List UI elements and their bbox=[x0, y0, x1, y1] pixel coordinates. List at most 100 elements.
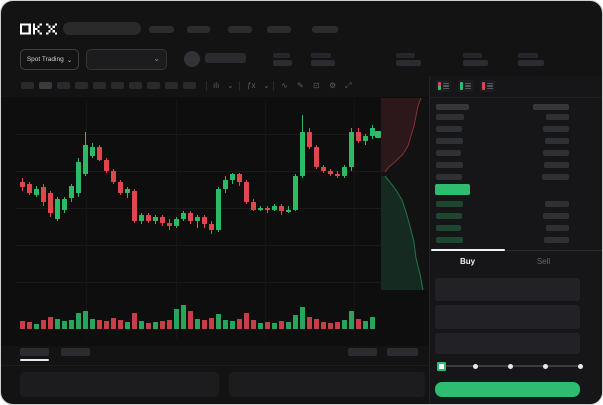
interval-button[interactable] bbox=[111, 82, 124, 89]
depth-chart[interactable] bbox=[381, 97, 429, 291]
interval-button[interactable] bbox=[147, 82, 160, 89]
ask-price-placeholder[interactable] bbox=[436, 150, 461, 156]
candle bbox=[321, 167, 326, 171]
interval-button[interactable] bbox=[75, 82, 88, 89]
gridline bbox=[16, 134, 381, 135]
nav-item[interactable] bbox=[267, 26, 291, 33]
slider-handle[interactable] bbox=[437, 362, 446, 371]
candle-type-icon[interactable]: ılı bbox=[213, 81, 220, 90]
slider-stop[interactable] bbox=[508, 364, 513, 369]
line-style-icon[interactable]: ∿ bbox=[281, 81, 288, 90]
candle bbox=[300, 131, 305, 177]
interval-button[interactable] bbox=[129, 82, 142, 89]
pair-selector-dropdown[interactable]: ⌄ bbox=[86, 49, 167, 70]
candle bbox=[216, 189, 221, 230]
slider-stop[interactable] bbox=[473, 364, 478, 369]
candle bbox=[146, 215, 151, 221]
interval-button[interactable] bbox=[57, 82, 70, 89]
ask-price-placeholder[interactable] bbox=[436, 126, 462, 132]
nav-item[interactable] bbox=[228, 26, 252, 33]
market-type-dropdown[interactable]: Spot Trading ⌄ bbox=[20, 49, 79, 70]
candle bbox=[363, 135, 368, 142]
book-both-icon[interactable] bbox=[436, 80, 451, 92]
interval-button[interactable] bbox=[183, 82, 196, 89]
volume-bar bbox=[69, 320, 74, 329]
candle bbox=[153, 217, 158, 221]
ask-price-placeholder[interactable] bbox=[436, 162, 463, 168]
order-input-field[interactable] bbox=[435, 305, 580, 329]
okx-logo[interactable] bbox=[20, 23, 57, 35]
bid-price-placeholder[interactable] bbox=[436, 237, 463, 243]
orders-action[interactable] bbox=[387, 348, 418, 356]
volume-bar bbox=[174, 309, 179, 329]
interval-button[interactable] bbox=[93, 82, 106, 89]
book-bids-icon[interactable] bbox=[458, 80, 473, 92]
interval-button[interactable] bbox=[165, 82, 178, 89]
orders-tab[interactable] bbox=[20, 348, 49, 356]
candle bbox=[62, 198, 67, 210]
candle bbox=[55, 198, 60, 219]
order-input-field[interactable] bbox=[435, 333, 580, 354]
ask-price-placeholder[interactable] bbox=[436, 114, 464, 120]
nav-item[interactable] bbox=[149, 26, 174, 33]
orders-action[interactable] bbox=[348, 348, 377, 356]
orders-tab[interactable] bbox=[61, 348, 90, 356]
candle bbox=[41, 187, 46, 203]
orders-panel-placeholder bbox=[20, 372, 219, 397]
tab-buy[interactable]: Buy bbox=[459, 256, 476, 266]
orderbook-trade-panel: Buy Sell bbox=[429, 76, 602, 404]
bid-amount-placeholder bbox=[546, 225, 569, 231]
gridline bbox=[354, 99, 355, 339]
volume-bar bbox=[230, 321, 235, 329]
draw-icon[interactable]: ✎ bbox=[297, 81, 304, 90]
nav-item[interactable] bbox=[312, 26, 338, 33]
candle bbox=[34, 189, 39, 195]
candlestick-chart[interactable] bbox=[1, 97, 429, 346]
slider-stop[interactable] bbox=[578, 364, 583, 369]
divider bbox=[206, 81, 207, 91]
last-price-placeholder bbox=[205, 53, 246, 63]
volume-bar bbox=[202, 320, 207, 329]
nav-item[interactable] bbox=[187, 26, 210, 33]
volume-bar bbox=[216, 314, 221, 329]
volume-bar bbox=[335, 322, 340, 329]
book-asks-icon[interactable] bbox=[480, 80, 495, 92]
chevron-down-icon[interactable]: ⌄ bbox=[263, 81, 270, 90]
buy-submit-button[interactable] bbox=[435, 382, 580, 397]
bid-price-placeholder[interactable] bbox=[436, 201, 463, 207]
screenshot-icon[interactable]: ⊡ bbox=[313, 81, 320, 90]
tab-sell[interactable]: Sell bbox=[536, 256, 551, 266]
volume-bar bbox=[146, 323, 151, 329]
volume-bar bbox=[321, 322, 326, 329]
interval-button[interactable] bbox=[39, 82, 52, 89]
fullscreen-icon[interactable]: ⤢ bbox=[345, 81, 352, 90]
candle bbox=[237, 174, 242, 182]
candle bbox=[27, 183, 32, 193]
volume-bar bbox=[181, 305, 186, 329]
chevron-down-icon[interactable]: ⌄ bbox=[227, 81, 234, 90]
color-bar bbox=[460, 82, 463, 90]
search-input[interactable] bbox=[63, 22, 141, 35]
stat-label-placeholder bbox=[463, 53, 482, 58]
candle bbox=[349, 131, 354, 168]
settings-icon[interactable]: ⚙ bbox=[329, 81, 337, 90]
interval-button[interactable] bbox=[21, 82, 34, 89]
candle bbox=[125, 189, 130, 193]
lines bbox=[465, 82, 471, 90]
bid-price-placeholder[interactable] bbox=[436, 225, 461, 231]
orderbook-last-price[interactable] bbox=[435, 184, 470, 195]
indicators-icon[interactable]: ƒx bbox=[247, 81, 256, 90]
order-input-field[interactable] bbox=[435, 278, 580, 301]
ask-price-placeholder[interactable] bbox=[436, 174, 462, 180]
volume-bar bbox=[27, 322, 32, 329]
ask-price-placeholder[interactable] bbox=[436, 138, 463, 144]
volume-bar bbox=[272, 323, 277, 329]
ask-amount-placeholder bbox=[545, 138, 569, 144]
volume-bar bbox=[83, 311, 88, 329]
slider-stop[interactable] bbox=[543, 364, 548, 369]
volume-bar bbox=[34, 324, 39, 329]
candle bbox=[132, 191, 137, 221]
volume-bar bbox=[279, 321, 284, 329]
bid-price-placeholder[interactable] bbox=[436, 213, 462, 219]
